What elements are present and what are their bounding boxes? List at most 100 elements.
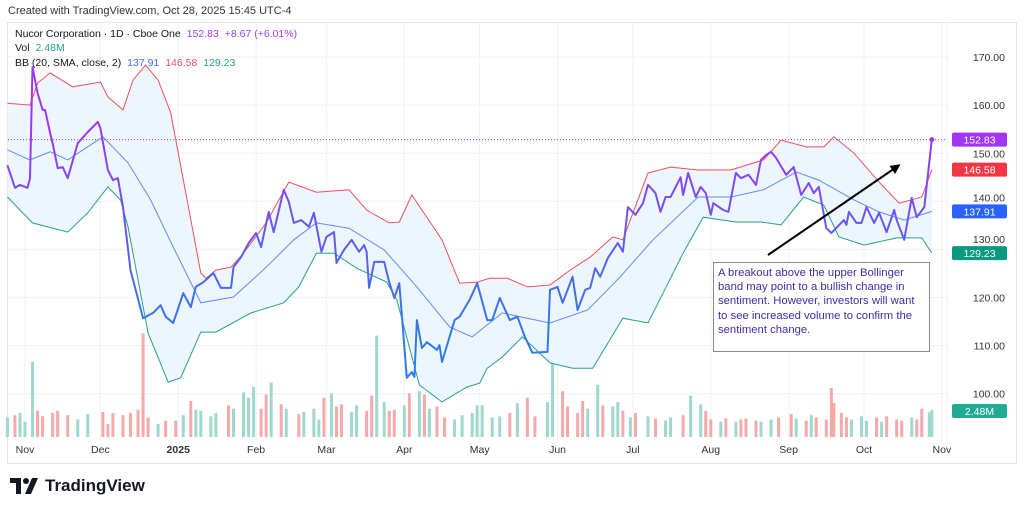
volume-bar — [382, 402, 386, 437]
time-tick-label: Aug — [701, 444, 720, 456]
volume-bar — [417, 391, 421, 437]
volume-bar — [739, 419, 743, 437]
volume-bar — [387, 410, 391, 437]
close-axis-label-bg — [952, 132, 1007, 147]
volume-bar — [849, 419, 853, 437]
volume-bar — [231, 408, 235, 437]
volume-bar — [41, 416, 45, 437]
volume-bar — [628, 417, 632, 437]
volume-bar — [900, 420, 904, 437]
volume-bar — [734, 421, 738, 437]
volume-bar — [859, 416, 863, 437]
bb-upper-line — [7, 64, 933, 288]
bb-lower-line — [7, 186, 933, 403]
legend-volume-row: Vol 2.48M — [15, 42, 68, 55]
volume-bar — [350, 411, 354, 437]
price-line — [6, 66, 933, 379]
volume-bar — [508, 413, 512, 437]
tradingview-logo[interactable]: TradingView — [10, 476, 145, 496]
volume-bar — [689, 395, 693, 437]
volume-bar — [312, 408, 316, 437]
volume-bar — [829, 387, 833, 437]
volume-bar — [709, 419, 713, 437]
last-price-dot — [929, 137, 935, 143]
volume-bar — [498, 416, 502, 437]
volume-bar — [76, 419, 80, 437]
bb-label[interactable]: BB (20, SMA, close, 2) — [15, 57, 122, 69]
volume-bar — [814, 417, 818, 437]
volume-bar — [121, 415, 125, 437]
time-tick-label: Sep — [779, 444, 798, 456]
legend-symbol-row: Nucor Corporation · 1D · Cboe One 152.83… — [15, 28, 300, 41]
volume-bar — [804, 420, 808, 437]
volume-bar — [895, 419, 899, 437]
volume-bar — [621, 410, 625, 437]
time-tick-label: Jun — [549, 444, 566, 456]
volume-bar — [719, 421, 723, 437]
volume-bar — [365, 410, 369, 437]
volume-bar — [576, 413, 580, 437]
volume-bar — [247, 397, 251, 437]
volume-bar — [146, 417, 150, 437]
volume-bar — [724, 418, 728, 437]
volume-axis-label: 2.48M — [965, 406, 994, 418]
volume-bar — [181, 415, 185, 437]
volume-bar — [340, 404, 344, 437]
volume-bar — [402, 405, 406, 437]
price-tick-label: 100.00 — [973, 389, 1005, 401]
volume-bar — [242, 392, 246, 437]
volume-bar — [581, 401, 585, 437]
volume-bar — [269, 382, 273, 437]
volume-bar — [832, 403, 836, 437]
volume-bar — [164, 420, 168, 437]
volume-bar — [927, 411, 931, 437]
volume-bar — [209, 416, 213, 437]
volume-bar — [769, 419, 773, 437]
volume-bar — [334, 406, 338, 437]
volume-bar — [654, 418, 658, 437]
volume-bar — [545, 402, 549, 437]
chart-frame — [7, 22, 1017, 464]
volume-bar — [375, 335, 379, 437]
logo-text: TradingView — [45, 476, 145, 495]
bb-upper-value: 146.58 — [165, 57, 198, 69]
volume-bar — [699, 404, 703, 437]
volume-bar — [453, 419, 457, 437]
volume-bar — [681, 415, 685, 437]
volume-bar — [915, 419, 919, 437]
volume-bar — [460, 415, 464, 437]
bb-upper-axis-label: 146.58 — [963, 165, 995, 177]
volume-bar — [669, 417, 673, 437]
volume-bar — [533, 416, 537, 437]
volume-bar — [844, 417, 848, 437]
volume-bar — [36, 410, 40, 437]
volume-bar — [106, 423, 110, 437]
price-tick-label: 170.00 — [973, 52, 1005, 64]
volume-bar — [754, 420, 758, 437]
volume-bar — [470, 413, 474, 437]
symbol-description[interactable]: Nucor Corporation · 1D · Cboe One — [15, 28, 181, 40]
price-axis[interactable]: 170.00 160.00 150.00 140.00 130.00 120.00 110.… — [973, 52, 1005, 401]
volume-bar — [194, 409, 198, 437]
time-tick-label: Dec — [91, 444, 110, 456]
volume-bar — [297, 414, 301, 437]
volume-bar — [704, 410, 708, 437]
volume-label[interactable]: Vol — [15, 42, 30, 54]
volume-bar — [317, 419, 321, 437]
volume-bar — [865, 420, 869, 437]
time-axis[interactable]: Nov Dec 2025 Feb Mar Apr May Jun Jul Aug Sep Oct Nov — [16, 444, 952, 456]
volume-bar — [129, 413, 133, 437]
volume-bar — [601, 405, 605, 437]
volume-bar — [646, 416, 650, 437]
volume-bar — [136, 409, 140, 437]
volume-bar — [824, 419, 828, 437]
volume-bar — [664, 420, 668, 437]
volume-bar — [759, 421, 763, 437]
time-tick-label: Nov — [933, 444, 952, 456]
bb-basis-value: 137.91 — [127, 57, 160, 69]
volume-bar — [480, 405, 484, 437]
bb-lower-axis-label-bg — [952, 246, 1007, 261]
volume-bar — [566, 406, 570, 437]
volume-bar — [910, 417, 914, 437]
